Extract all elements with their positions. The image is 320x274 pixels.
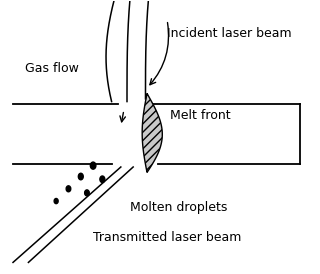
Polygon shape xyxy=(142,93,162,172)
Text: Molten droplets: Molten droplets xyxy=(130,201,228,214)
Ellipse shape xyxy=(100,176,105,182)
Text: Melt front: Melt front xyxy=(170,109,231,122)
Ellipse shape xyxy=(78,173,83,180)
Text: Gas flow: Gas flow xyxy=(25,62,79,75)
Ellipse shape xyxy=(85,190,89,196)
Ellipse shape xyxy=(90,162,96,169)
Ellipse shape xyxy=(54,198,58,204)
Text: Transmitted laser beam: Transmitted laser beam xyxy=(93,231,242,244)
Text: Incident laser beam: Incident laser beam xyxy=(167,27,292,40)
Ellipse shape xyxy=(66,186,71,192)
